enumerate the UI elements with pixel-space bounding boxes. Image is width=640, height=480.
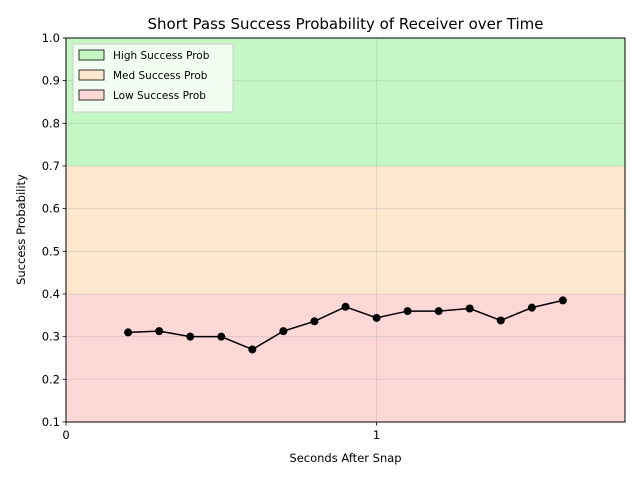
y-tick-label-5: 0.6	[42, 202, 60, 216]
probability-bands	[66, 38, 625, 422]
data-point-13	[527, 303, 536, 312]
legend: High Success Prob Med Success Prob Low Suc…	[72, 43, 234, 113]
data-point-2	[186, 332, 195, 341]
axis-ticks: 0.1 0.2 0.3 0.4 0.5 0.6 0.7 0.8 0.9 1.0 0 1	[42, 31, 381, 442]
band-1	[66, 166, 625, 294]
data-point-0	[124, 328, 133, 337]
legend-label-2: Low Success Prob	[113, 90, 206, 102]
data-point-6	[310, 317, 319, 326]
y-tick-label-4: 0.5	[42, 244, 60, 258]
y-tick-label-6: 0.7	[42, 159, 60, 173]
y-tick-label-7: 0.8	[42, 116, 60, 130]
data-point-3	[217, 332, 226, 341]
legend-swatch-1	[78, 69, 105, 81]
data-point-8	[372, 313, 381, 322]
band-2	[66, 294, 625, 422]
legend-swatch-0	[78, 49, 105, 61]
legend-swatch-2	[78, 89, 105, 101]
y-tick-label-0: 0.1	[42, 415, 60, 429]
y-axis-label: Success Probability	[14, 174, 28, 285]
x-tick-label-1: 1	[373, 428, 380, 442]
data-point-9	[403, 307, 412, 316]
data-point-5	[279, 327, 288, 336]
legend-box	[72, 43, 234, 113]
y-tick-label-9: 1.0	[42, 31, 60, 45]
data-point-7	[341, 302, 350, 311]
data-point-1	[155, 327, 164, 336]
x-tick-label-0: 0	[62, 428, 69, 442]
data-point-14	[558, 296, 567, 305]
legend-label-1: Med Success Prob	[113, 70, 208, 82]
data-point-10	[434, 307, 443, 316]
y-tick-label-8: 0.9	[42, 74, 60, 88]
y-tick-label-1: 0.2	[42, 372, 60, 386]
series-layer	[124, 296, 567, 354]
data-point-11	[465, 304, 474, 313]
y-tick-label-3: 0.4	[42, 287, 60, 301]
legend-label-0: High Success Prob	[113, 50, 210, 62]
data-point-12	[496, 316, 505, 325]
chart-title: Short Pass Success Probability of Receiv…	[147, 15, 543, 33]
data-point-4	[248, 345, 257, 354]
plot-frame	[65, 37, 626, 423]
y-tick-label-2: 0.3	[42, 330, 60, 344]
x-axis-label: Seconds After Snap	[289, 451, 401, 465]
